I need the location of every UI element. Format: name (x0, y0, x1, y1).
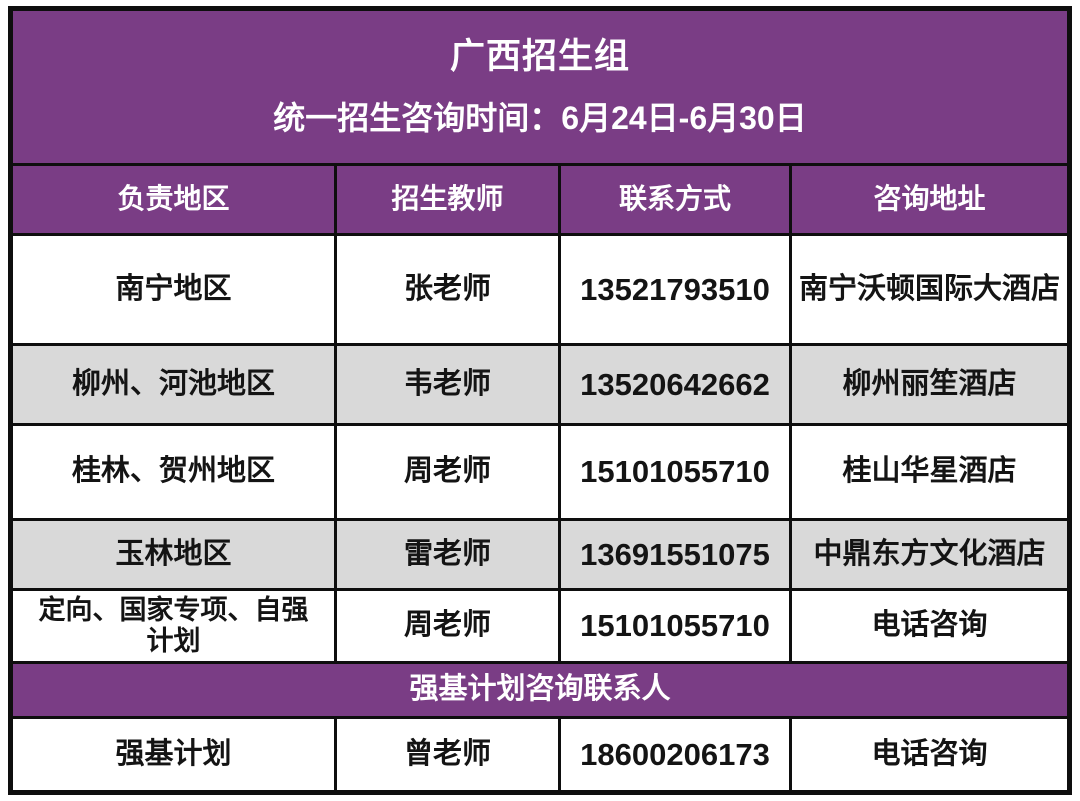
address-cell: 电话咨询 (792, 591, 1067, 661)
phone-cell: 13691551075 (561, 521, 789, 588)
teacher-cell: 张老师 (337, 236, 558, 343)
address-cell: 柳州丽笙酒店 (792, 346, 1067, 423)
address-cell: 中鼎东方文化酒店 (792, 521, 1067, 588)
phone-cell: 15101055710 (561, 426, 789, 518)
column-header-region: 负责地区 (13, 166, 334, 233)
contact-table-grid: 广西招生组 统一招生咨询时间：6月24日-6月30日 负责地区 招生教师 联系方… (13, 11, 1067, 790)
table-title-header: 广西招生组 统一招生咨询时间：6月24日-6月30日 (13, 11, 1067, 163)
region-cell: 南宁地区 (13, 236, 334, 343)
column-header-address: 咨询地址 (792, 166, 1067, 233)
column-header-phone: 联系方式 (561, 166, 789, 233)
teacher-cell: 周老师 (337, 591, 558, 661)
teacher-cell: 雷老师 (337, 521, 558, 588)
phone-cell: 15101055710 (561, 591, 789, 661)
phone-cell: 13521793510 (561, 236, 789, 343)
section-header: 强基计划咨询联系人 (13, 664, 1067, 716)
teacher-cell: 曾老师 (337, 719, 558, 790)
phone-cell: 13520642662 (561, 346, 789, 423)
region-cell: 玉林地区 (13, 521, 334, 588)
region-cell: 柳州、河池地区 (13, 346, 334, 423)
region-cell: 强基计划 (13, 719, 334, 790)
teacher-cell: 周老师 (337, 426, 558, 518)
address-cell: 南宁沃顿国际大酒店 (792, 236, 1067, 343)
region-cell: 桂林、贺州地区 (13, 426, 334, 518)
address-cell: 桂山华星酒店 (792, 426, 1067, 518)
region-cell: 定向、国家专项、自强计划 (13, 591, 334, 661)
page-subtitle: 统一招生咨询时间：6月24日-6月30日 (273, 99, 807, 136)
column-header-teacher: 招生教师 (337, 166, 558, 233)
address-cell: 电话咨询 (792, 719, 1067, 790)
page-title: 广西招生组 (449, 37, 630, 77)
teacher-cell: 韦老师 (337, 346, 558, 423)
contact-table: 广西招生组 统一招生咨询时间：6月24日-6月30日 负责地区 招生教师 联系方… (8, 6, 1072, 795)
phone-cell: 18600206173 (561, 719, 789, 790)
